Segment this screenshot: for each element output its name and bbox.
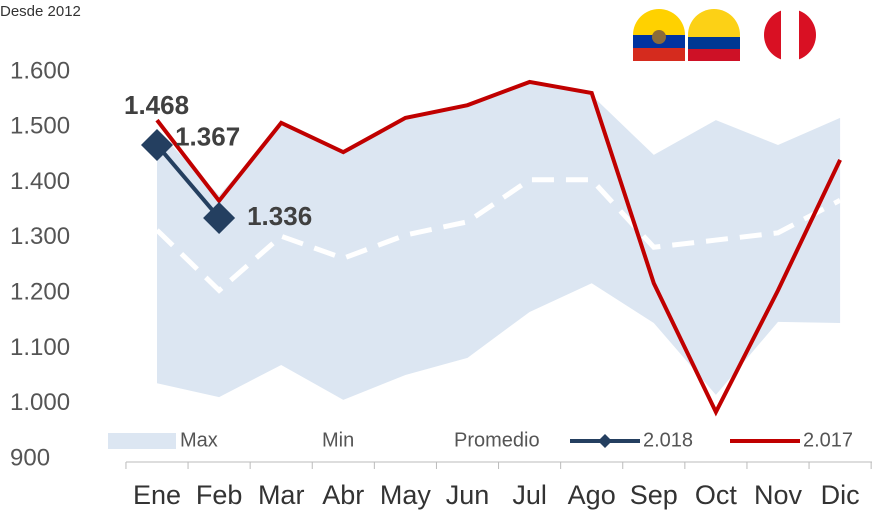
y-tick-label: 1.500 — [10, 113, 70, 140]
y-tick-label: 1.200 — [10, 278, 70, 305]
legend-label: 2.017 — [803, 429, 853, 451]
line-2018 — [155, 143, 221, 220]
x-tick-label: Jul — [512, 480, 547, 510]
x-tick-label: Ene — [133, 480, 181, 510]
x-tick-label: Mar — [258, 480, 305, 510]
x-tick-label: Ago — [568, 480, 616, 510]
x-tick-label: May — [380, 480, 432, 510]
y-tick-label: 1.000 — [10, 389, 70, 416]
y-tick-label: 1.600 — [10, 57, 70, 84]
legend-label: Min — [322, 429, 354, 451]
marker — [141, 128, 173, 161]
legend-label: Max — [180, 429, 218, 451]
x-tick-label: Oct — [695, 480, 738, 510]
legend-swatch — [598, 434, 612, 448]
data-label: 1.468 — [124, 90, 189, 120]
x-tick-label: Abr — [322, 480, 364, 510]
subtitle: Desde 2012 — [0, 3, 81, 20]
legend-swatch — [108, 433, 176, 449]
x-tick-label: Sep — [630, 480, 678, 510]
legend-label: Promedio — [454, 429, 540, 451]
data-label: 1.336 — [247, 201, 312, 231]
y-tick-label: 1.400 — [10, 168, 70, 195]
x-tick-label: Nov — [754, 480, 803, 510]
flags — [633, 9, 816, 61]
y-tick-label: 1.300 — [10, 223, 70, 250]
average-line — [155, 177, 842, 294]
y-tick-label: 1.100 — [10, 334, 70, 361]
legend-label: 2.018 — [643, 429, 693, 451]
x-tick-label: Feb — [196, 480, 243, 510]
line-2017 — [155, 79, 842, 417]
data-label: 1.367 — [175, 122, 240, 152]
range-area — [157, 81, 841, 400]
y-tick-label: 900 — [10, 444, 50, 471]
marker — [203, 201, 236, 234]
x-tick-label: Jun — [446, 480, 490, 510]
x-tick-label: Dic — [821, 480, 860, 510]
